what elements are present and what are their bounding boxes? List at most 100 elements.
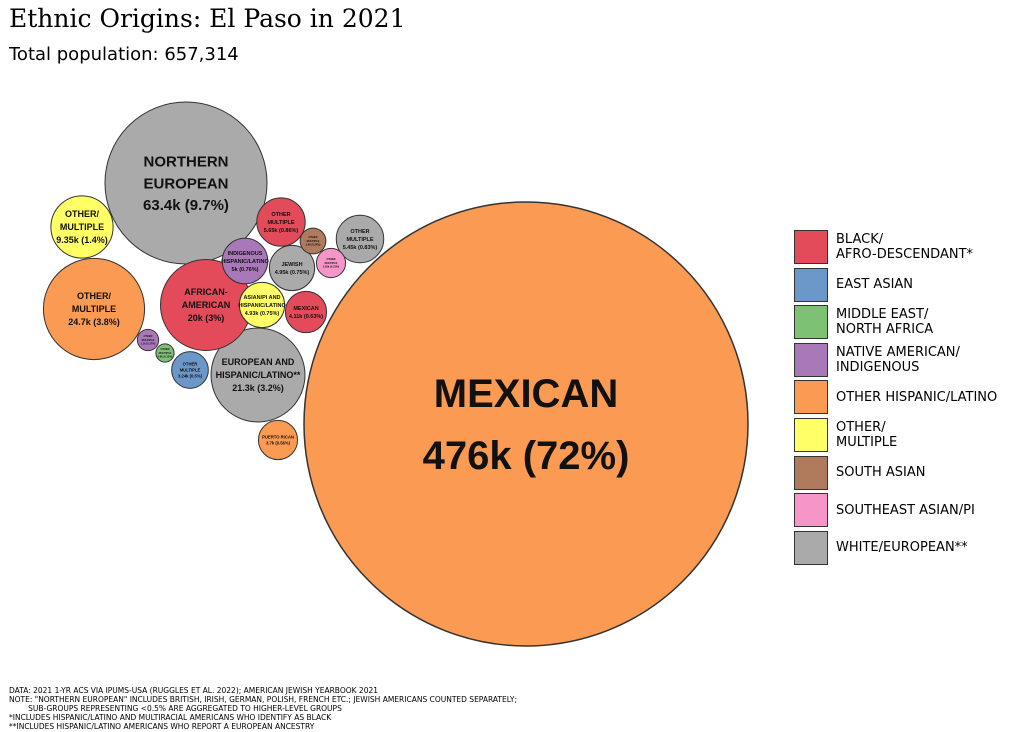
bubble-9: ASIAN/PI AND HISPANIC/LATINO 4.93k (0.75%)	[238, 281, 286, 329]
bubble-name-label: ASIAN/PI AND	[243, 295, 280, 301]
bubble-circle	[221, 237, 269, 285]
bubble-name-label: MULTIPLE	[325, 261, 338, 265]
chart-title: Ethnic Origins: El Paso in 2021	[9, 4, 406, 33]
bubble-name-label: MULTIPLE	[72, 304, 116, 314]
footnote-line: **INCLUDES HISPANIC/LATINO AMERICANS WHO…	[9, 722, 315, 731]
legend-item: SOUTH ASIAN	[794, 455, 1020, 490]
bubble-name-label: MULTIPLE	[142, 338, 155, 342]
bubble-value-label: 476k (72%)	[423, 434, 630, 478]
bubble-circle	[257, 419, 299, 461]
legend-swatch	[794, 267, 828, 302]
bubble-name-label: OTHER/	[77, 291, 112, 301]
bubble-name-label: MULTIPLE	[159, 351, 172, 355]
bubble-value-label: 24.7k (3.8%)	[68, 317, 120, 327]
legend-label: OTHER HISPANIC/LATINO	[836, 389, 998, 405]
bubble-name-label: HISPANIC/LATINO	[221, 259, 269, 265]
bubble-name-label: MULTIPLE	[307, 239, 320, 243]
bubble-value-label: 2.05k (0.31%)	[323, 265, 339, 269]
bubble-11: MEXICAN 4.11k (0.63%)	[284, 290, 328, 334]
bubble-circle	[155, 343, 175, 363]
bubble-value-label: 3.24k (0.5%)	[178, 374, 203, 379]
bubble-10: OTHER MULTIPLE 5.45k (0.83%)	[335, 214, 385, 264]
legend-label: OTHER/ MULTIPLE	[836, 420, 898, 450]
bubble-value-label: 20k (3%)	[188, 313, 225, 323]
bubble-value-label: 9.35k (1.4%)	[56, 235, 108, 245]
bubble-6: OTHER MULTIPLE 5.65k (0.86%)	[256, 197, 306, 247]
legend-item: NATIVE AMERICAN/ INDIGENOUS	[794, 342, 1020, 377]
legend-label: EAST ASIAN	[836, 277, 914, 293]
bubble-circle	[256, 197, 306, 247]
bubble-1: NORTHERN EUROPEAN 63.4k (9.7%)	[104, 101, 268, 265]
legend-label: WHITE/EUROPEAN**	[836, 540, 968, 556]
bubble-name-label: HISPANIC/LATINO	[238, 303, 286, 309]
bubble-name-label: OTHER	[271, 212, 290, 218]
legend-swatch	[794, 342, 828, 377]
bubble-value-label: 4.11k (0.63%)	[289, 314, 323, 320]
legend-label: NATIVE AMERICAN/ INDIGENOUS	[836, 344, 960, 375]
legend-item: SOUTHEAST ASIAN/PI	[794, 493, 1020, 528]
bubble-circle	[50, 195, 114, 259]
bubble-circle	[210, 327, 306, 423]
bubble-value-label: 5.65k (0.86%)	[264, 228, 299, 234]
bubble-5: OTHER/MULTIPLE 9.35k (1.4%)	[50, 195, 114, 259]
chart-subtitle: Total population: 657,314	[9, 44, 239, 65]
legend-swatch	[794, 493, 828, 528]
bubble-value-label: 5.45k (0.83%)	[343, 245, 378, 251]
bubble-circle	[335, 214, 385, 264]
bubble-value-label: 1.1k (0.17%)	[141, 342, 156, 346]
footnote-line: SUB-GROUPS REPRESENTING <0.5% ARE AGGREG…	[9, 704, 342, 713]
bubble-circle	[136, 328, 160, 352]
bubble-circle	[299, 227, 327, 255]
legend-item: MIDDLE EAST/ NORTH AFRICA	[794, 305, 1020, 340]
legend-swatch	[794, 530, 828, 565]
bubble-0: MEXICAN 476k (72%)	[303, 201, 749, 647]
bubble-name-label: AMERICAN	[182, 300, 231, 310]
bubble-7: INDIGENOUS HISPANIC/LATINO 5k (0.76%)	[221, 237, 269, 285]
footnote-line: DATA: 2021 1-YR ACS VIA IPUMS-USA (RUGGL…	[9, 686, 379, 695]
legend-swatch	[794, 418, 828, 452]
bubble-circle	[284, 290, 328, 334]
bubble-value-label: 4.95k (0.75%)	[275, 270, 310, 276]
bubble-value-label: 4.93k (0.75%)	[245, 311, 280, 317]
bubble-circle	[303, 201, 749, 647]
bubble-circle	[268, 244, 316, 292]
legend-label: MIDDLE EAST/ NORTH AFRICA	[836, 307, 934, 338]
legend-swatch	[794, 230, 828, 264]
bubble-circle	[171, 351, 209, 389]
footnotes: DATA: 2021 1-YR ACS VIA IPUMS-USA (RUGGL…	[9, 686, 517, 731]
legend-label: BLACK/ AFRO-DESCENDANT*	[836, 232, 974, 262]
legend-label: SOUTHEAST ASIAN/PI	[836, 502, 975, 518]
legend-item: WHITE/EUROPEAN**	[794, 530, 1020, 565]
legend-item: OTHER HISPANIC/LATINO	[794, 380, 1020, 415]
bubble-value-label: 5k (0.76%)	[232, 267, 259, 273]
bubble-name-label: MEXICAN	[293, 306, 318, 312]
bubble-name-label: NORTHERN	[144, 154, 229, 171]
bubble-value-label: 21.3k (3.2%)	[232, 383, 284, 393]
bubble-2: OTHER/MULTIPLE 24.7k (3.8%)	[42, 257, 146, 361]
legend-item: OTHER/ MULTIPLE	[794, 418, 1020, 452]
bubble-name-label: OTHER	[308, 235, 317, 239]
bubble-value-label: 1.6k (0.24%)	[306, 243, 321, 247]
legend-item: BLACK/ AFRO-DESCENDANT*	[794, 230, 1020, 264]
bubble-name-label: MULTIPLE	[346, 237, 373, 243]
bubble-12: PUERTO RICAN 3.7k (0.56%)	[257, 419, 299, 461]
bubble-name-label: OTHER	[350, 229, 369, 235]
bubble-name-label: HISPANIC/LATINO**	[216, 370, 301, 380]
bubble-3: EUROPEAN AND HISPANIC/LATINO** 21.3k (3.2%…	[210, 327, 306, 423]
bubble-chart: MEXICAN 476k (72%) NORTHERN EUROPEAN 63.4k (…	[42, 101, 749, 647]
legend-label: SOUTH ASIAN	[836, 465, 926, 481]
bubble-name-label: AFRICAN-	[184, 287, 228, 297]
footnote-line: NOTE: "NORTHERN EUROPEAN" INCLUDES BRITI…	[9, 695, 518, 704]
bubble-circle	[238, 281, 286, 329]
bubble-value-label: 63.4k (9.7%)	[143, 197, 229, 214]
bubble-name-label: OTHER	[183, 361, 198, 366]
bubble-value-label: 3.7k (0.56%)	[266, 441, 291, 446]
bubble-value-label: 0.8k (0.12%)	[158, 355, 173, 359]
bubble-name-label: MEXICAN	[434, 372, 618, 416]
bubble-name-label: OTHER	[143, 334, 152, 338]
